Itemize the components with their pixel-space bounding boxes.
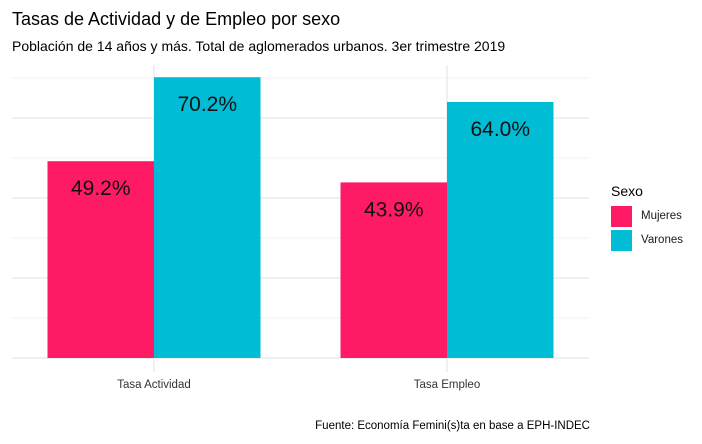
data-label: 43.9% (364, 198, 424, 221)
x-tick-label: Tasa Empleo (414, 379, 480, 391)
chart-caption: Fuente: Economía Femini(s)ta en base a E… (315, 420, 590, 432)
data-label: 64.0% (470, 118, 530, 141)
legend-swatch-mujeres (611, 205, 632, 227)
bar-varones-1 (447, 102, 554, 358)
x-tick-label: Tasa Actividad (117, 379, 191, 391)
legend: Sexo Mujeres Varones (611, 183, 683, 252)
data-label: 49.2% (71, 177, 131, 200)
legend-title: Sexo (611, 183, 643, 199)
bar-mujeres-0 (47, 161, 154, 358)
chart-title: Tasas de Actividad y de Empleo por sexo (12, 9, 341, 29)
legend-item-varones: Varones (611, 228, 683, 252)
bar-mujeres-1 (340, 182, 447, 358)
bars (47, 77, 554, 358)
legend-swatch-varones (611, 229, 632, 251)
legend-item-mujeres: Mujeres (611, 204, 683, 228)
legend-label-mujeres: Mujeres (641, 210, 682, 222)
x-axis: Tasa Actividad Tasa Empleo (117, 379, 480, 391)
chart-subtitle: Población de 14 años y más. Total de agl… (12, 38, 506, 54)
data-label: 70.2% (177, 93, 237, 116)
legend-label-varones: Varones (641, 234, 683, 246)
bar-varones-0 (154, 77, 261, 358)
data-labels: 49.2% 43.9% 70.2% 64.0% (71, 93, 530, 221)
